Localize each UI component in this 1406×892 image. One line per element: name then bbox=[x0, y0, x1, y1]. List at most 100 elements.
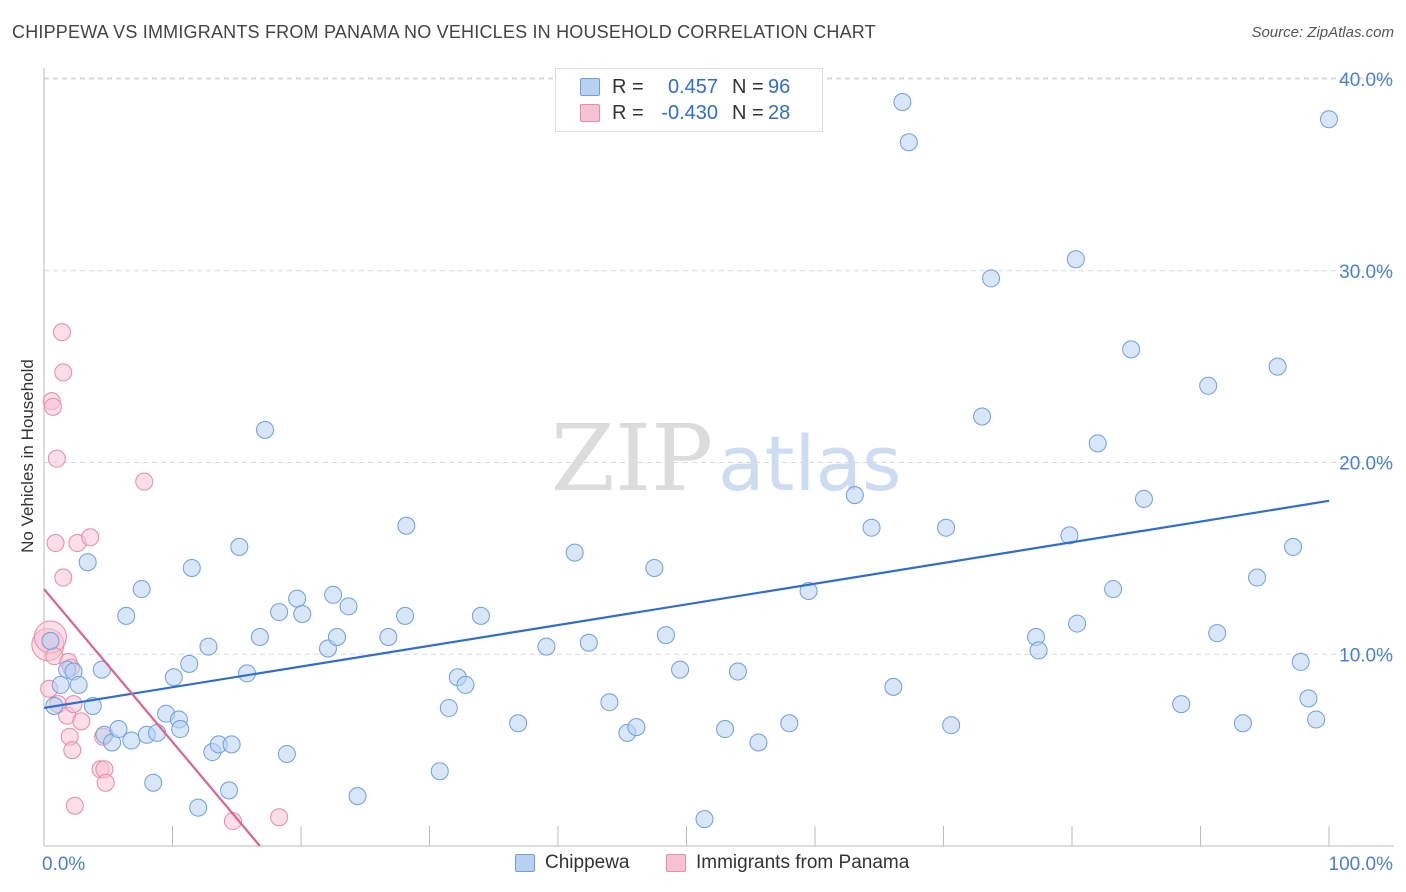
chippewa-point bbox=[348, 787, 367, 806]
chippewa-point bbox=[862, 518, 881, 537]
x-tick-label: 0.0% bbox=[42, 854, 85, 875]
chippewa-point bbox=[189, 798, 208, 817]
chart-title: CHIPPEWA VS IMMIGRANTS FROM PANAMA NO VE… bbox=[12, 22, 876, 42]
gridlines bbox=[44, 77, 1394, 655]
chippewa-point bbox=[144, 773, 163, 792]
chippewa-point bbox=[397, 516, 416, 535]
chippewa-point bbox=[600, 693, 619, 712]
legend-n-value: 96 bbox=[768, 75, 791, 98]
axes bbox=[43, 68, 1394, 847]
panama-point bbox=[52, 323, 71, 342]
chippewa-point bbox=[51, 675, 70, 694]
legend-swatch-chippewa bbox=[515, 854, 535, 872]
chippewa-point bbox=[222, 735, 241, 754]
chippewa-point bbox=[182, 558, 201, 577]
chippewa-point bbox=[199, 637, 218, 656]
panama-point bbox=[65, 796, 84, 815]
chippewa-point bbox=[41, 631, 60, 650]
chippewa-point bbox=[942, 716, 961, 735]
panama-point bbox=[72, 712, 91, 731]
series-legend: Chippewa Immigrants from Panama bbox=[0, 852, 1406, 878]
chippewa-point bbox=[109, 720, 128, 739]
chippewa-point bbox=[230, 537, 249, 556]
panama-point bbox=[54, 568, 73, 587]
chippewa-point bbox=[430, 762, 449, 781]
chippewa-point bbox=[1291, 652, 1310, 671]
chippewa-point bbox=[379, 627, 398, 646]
chippewa-point bbox=[1208, 624, 1227, 643]
chippewa-point bbox=[749, 733, 768, 752]
legend-row-panama: R = -0.430 N = 28 bbox=[580, 101, 790, 125]
watermark-zip: ZIP bbox=[551, 405, 713, 512]
chippewa-point bbox=[565, 543, 584, 562]
legend-label-panama: Immigrants from Panama bbox=[696, 852, 910, 873]
chippewa-point bbox=[1068, 614, 1087, 633]
chippewa-point bbox=[1104, 580, 1123, 599]
chippewa-point bbox=[117, 606, 136, 625]
chippewa-point bbox=[780, 714, 799, 733]
chippewa-point bbox=[148, 723, 167, 742]
tick-labels: 10.0% 20.0% 30.0% 40.0% 0.0% 100.0% bbox=[42, 70, 1393, 875]
trend-lines bbox=[43, 499, 1330, 847]
panama-point bbox=[135, 472, 154, 491]
legend-r-label: R = bbox=[612, 75, 644, 98]
chippewa-point bbox=[537, 637, 556, 656]
chippewa-point bbox=[180, 654, 199, 673]
chippewa-point bbox=[1066, 250, 1085, 269]
panama-trend-line bbox=[43, 588, 261, 847]
chippewa-point bbox=[1233, 714, 1252, 733]
chippewa-point bbox=[1172, 695, 1191, 714]
legend-r-label: R = bbox=[612, 101, 644, 124]
chippewa-point bbox=[1199, 376, 1218, 395]
chippewa-point bbox=[884, 677, 903, 696]
legend-n-value: 28 bbox=[768, 101, 791, 124]
x-tick-label: 100.0% bbox=[1329, 854, 1394, 875]
chippewa-point bbox=[899, 133, 918, 152]
chippewa-point bbox=[799, 581, 818, 600]
chippewa-point bbox=[893, 93, 912, 112]
legend-r-value: -0.430 bbox=[661, 101, 718, 124]
legend-swatch-chippewa bbox=[580, 78, 600, 96]
watermark-atlas: atlas bbox=[718, 419, 902, 508]
chippewa-point bbox=[1284, 537, 1303, 556]
legend-item-chippewa[interactable]: Chippewa bbox=[515, 852, 630, 874]
source-label: Source: ZipAtlas.com bbox=[1251, 24, 1394, 41]
y-tick-label: 30.0% bbox=[1339, 262, 1393, 283]
chippewa-point bbox=[645, 558, 664, 577]
chippewa-point bbox=[845, 486, 864, 505]
chippewa-point bbox=[656, 626, 675, 645]
legend-item-panama[interactable]: Immigrants from Panama bbox=[666, 852, 909, 874]
chippewa-point bbox=[171, 720, 190, 739]
panama-point bbox=[54, 363, 73, 382]
chippewa-point bbox=[250, 627, 269, 646]
chippewa-point bbox=[78, 553, 97, 572]
legend-n-label: N = bbox=[732, 75, 764, 98]
legend-label-chippewa: Chippewa bbox=[545, 852, 630, 873]
chippewa-point bbox=[324, 585, 343, 604]
chippewa-point bbox=[1122, 340, 1141, 359]
chippewa-point bbox=[1307, 710, 1326, 729]
panama-point bbox=[270, 808, 289, 827]
chippewa-point bbox=[973, 407, 992, 426]
chippewa-point bbox=[937, 518, 956, 537]
legend-row-chippewa: R = 0.457 N = 96 bbox=[580, 75, 790, 99]
y-tick-label: 40.0% bbox=[1339, 70, 1393, 91]
chippewa-point bbox=[695, 810, 714, 829]
panama-point bbox=[43, 397, 62, 416]
chippewa-point bbox=[471, 606, 490, 625]
chippewa-point bbox=[1029, 641, 1048, 660]
chippewa-point bbox=[339, 597, 358, 616]
legend-n-label: N = bbox=[732, 101, 764, 124]
panama-point bbox=[46, 534, 65, 553]
series-panama-points bbox=[31, 323, 289, 831]
series-chippewa-points bbox=[41, 93, 1338, 829]
chippewa-point bbox=[579, 633, 598, 652]
chippewa-point bbox=[293, 604, 312, 623]
chippewa-point bbox=[439, 698, 458, 717]
watermark: ZIP atlas bbox=[551, 405, 902, 512]
panama-point bbox=[47, 449, 66, 468]
chippewa-point bbox=[1060, 526, 1079, 545]
chippewa-point bbox=[1268, 357, 1287, 376]
chippewa-point bbox=[277, 744, 296, 763]
